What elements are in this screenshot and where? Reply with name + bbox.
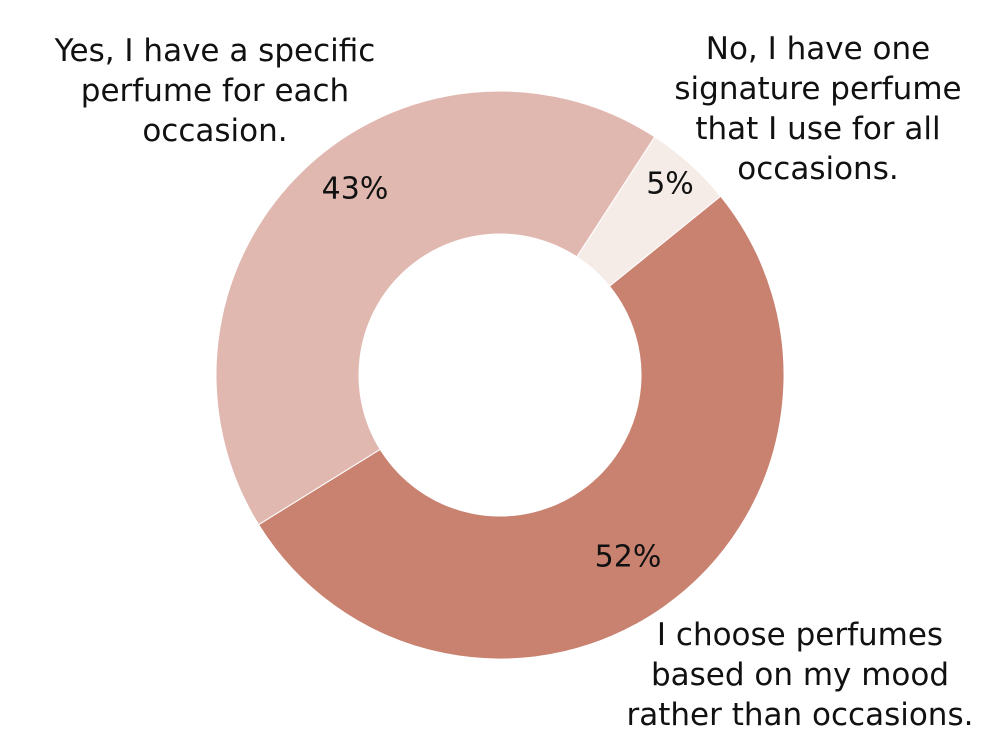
- slice-label: No, I have one signature perfume that I us…: [674, 31, 961, 187]
- donut-slice: [215, 90, 656, 526]
- slice-label-line: Yes, I have a specific: [54, 33, 376, 69]
- donut-slice: [257, 195, 785, 660]
- slice-label-line: signature perfume: [674, 71, 961, 107]
- value-label: 43%: [322, 172, 389, 207]
- value-label: 52%: [595, 540, 662, 575]
- slice-label-line: occasion.: [142, 113, 287, 149]
- slice-label-line: that I use for all: [695, 111, 940, 147]
- slice-label-line: based on my mood: [651, 657, 949, 693]
- slice-label-line: rather than occasions.: [627, 697, 974, 733]
- slice-label-line: I choose perfumes: [657, 617, 943, 653]
- slice-label: Yes, I have a specific perfume for each oc…: [54, 33, 376, 149]
- slice-label-line: No, I have one: [706, 31, 930, 67]
- value-label: 5%: [646, 167, 694, 202]
- slice-label: I choose perfumes based on my mood rather …: [627, 617, 974, 733]
- slice-label-line: perfume for each: [81, 73, 349, 109]
- slice-label-line: occasions.: [737, 151, 898, 187]
